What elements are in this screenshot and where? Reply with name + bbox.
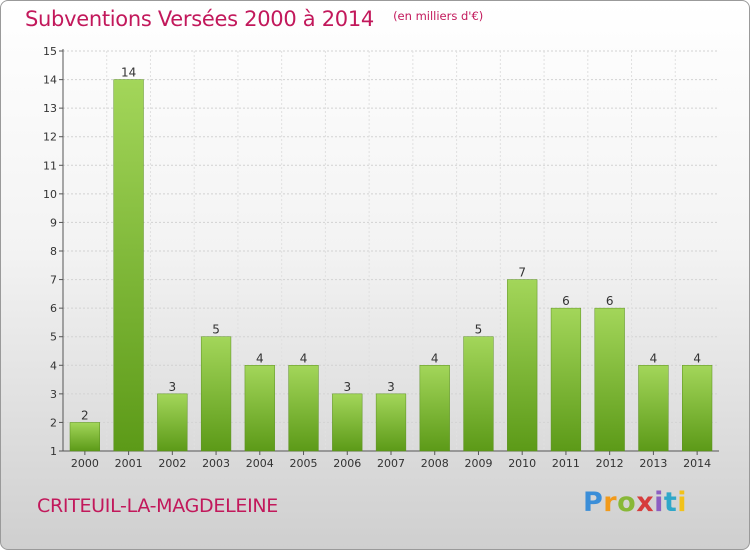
bar-value-label: 4 (300, 351, 308, 365)
y-tick-label: 9 (50, 216, 57, 229)
y-tick-label: 4 (50, 359, 57, 372)
bar-value-label: 14 (121, 66, 136, 80)
bar-2014 (682, 365, 713, 452)
y-tick-label: 14 (43, 74, 57, 87)
bar-value-label: 4 (650, 351, 658, 365)
bar-2004 (244, 365, 275, 452)
bar-2003 (200, 336, 232, 452)
x-tick-label: 2013 (639, 457, 667, 470)
bar-2013 (638, 365, 669, 452)
bar-2010 (507, 279, 538, 452)
bar-2000 (69, 422, 100, 452)
y-tick-label: 7 (50, 274, 57, 287)
x-tick-label: 2011 (552, 457, 580, 470)
bar-value-label: 6 (562, 294, 570, 308)
chart-title: Subventions Versées 2000 à 2014 (25, 7, 374, 31)
bar-2001 (113, 79, 144, 452)
y-tick-label: 11 (43, 159, 57, 172)
bar-value-label: 4 (431, 351, 439, 365)
y-tick-label: 15 (43, 45, 57, 58)
bar-value-label: 6 (606, 294, 614, 308)
bar-value-label: 3 (387, 380, 395, 394)
bar-value-label: 4 (693, 351, 701, 365)
y-tick-label: 2 (50, 416, 57, 429)
bar-value-label: 2 (81, 408, 89, 422)
x-tick-label: 2009 (464, 457, 492, 470)
x-tick-label: 2003 (202, 457, 230, 470)
x-tick-label: 2008 (421, 457, 449, 470)
bar-value-label: 5 (475, 323, 483, 337)
y-tick-label: 1 (50, 445, 57, 458)
x-tick-label: 2014 (683, 457, 711, 470)
x-tick-label: 2002 (158, 457, 186, 470)
bar-2012 (594, 307, 625, 452)
bar-2007 (375, 393, 407, 452)
y-tick-label: 6 (50, 302, 57, 315)
x-tick-label: 2007 (377, 457, 405, 470)
bar-value-label: 5 (212, 323, 220, 337)
x-tick-label: 2006 (333, 457, 361, 470)
proxiti-logo: Proxiti (583, 487, 688, 518)
bar-2006 (332, 393, 363, 452)
y-tick-label: 13 (43, 102, 57, 115)
labels: 1234567891011121314152200014200132002520… (43, 45, 711, 470)
bar-2002 (157, 393, 188, 452)
x-tick-label: 2004 (246, 457, 274, 470)
bar-2009 (463, 336, 494, 452)
x-tick-label: 2000 (71, 457, 99, 470)
x-tick-label: 2010 (508, 457, 536, 470)
y-tick-label: 8 (50, 245, 57, 258)
title-row: Subventions Versées 2000 à 2014 (en mill… (25, 7, 483, 31)
bar-2011 (550, 307, 582, 452)
bar-value-label: 3 (343, 380, 351, 394)
bar-value-label: 7 (518, 266, 526, 280)
bar-2005 (288, 365, 319, 452)
bar-value-label: 3 (169, 380, 177, 394)
bar-2008 (419, 365, 450, 452)
y-tick-label: 10 (43, 188, 57, 201)
commune-name: CRITEUIL-LA-MAGDELEINE (37, 495, 278, 517)
y-tick-label: 5 (50, 331, 57, 344)
x-tick-label: 2012 (596, 457, 624, 470)
y-tick-label: 3 (50, 388, 57, 401)
x-tick-label: 2001 (115, 457, 143, 470)
bars (69, 79, 713, 452)
x-tick-label: 2005 (290, 457, 318, 470)
bar-value-label: 4 (256, 351, 264, 365)
chart-subtitle: (en milliers d'€) (393, 9, 484, 23)
y-tick-label: 12 (43, 131, 57, 144)
